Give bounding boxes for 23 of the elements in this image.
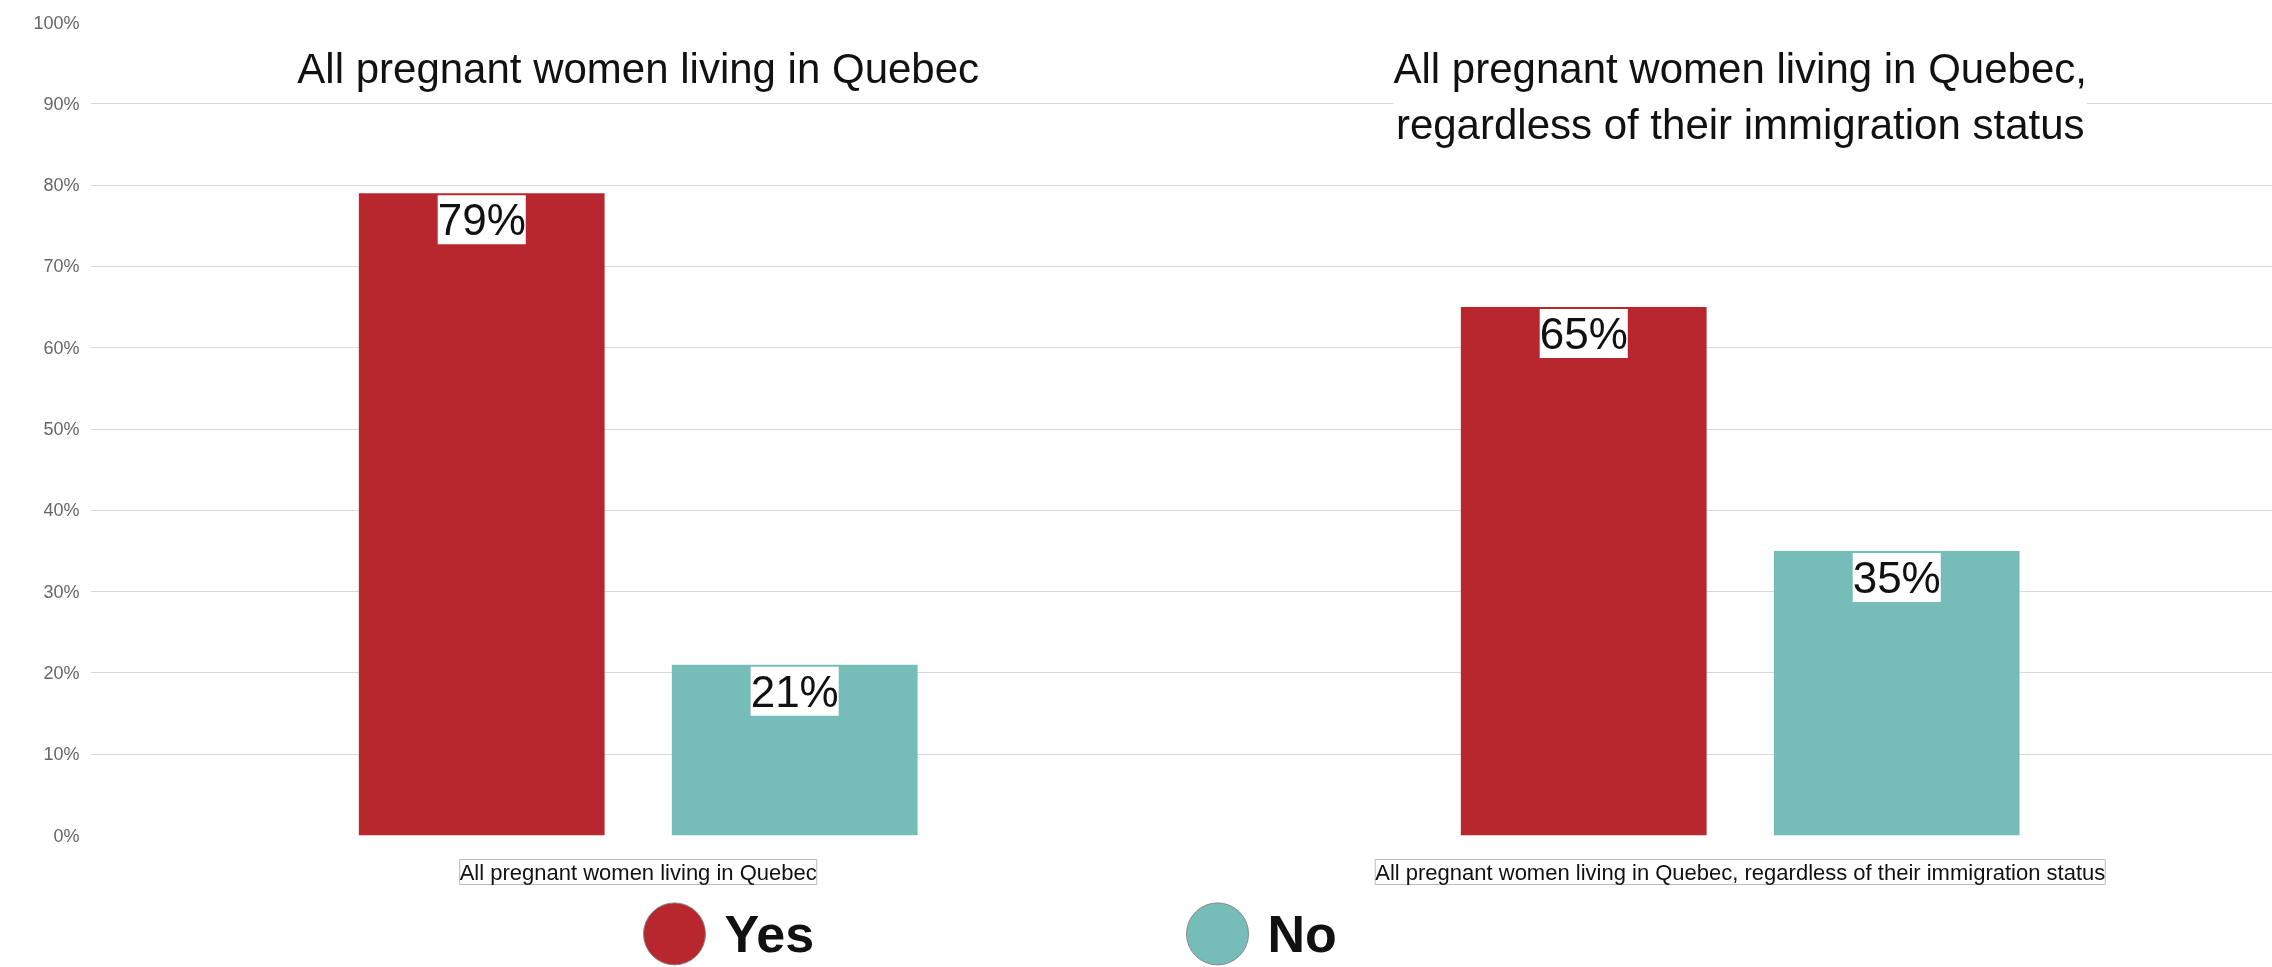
bar: [1773, 550, 2020, 836]
data-label: 79%: [437, 195, 526, 245]
y-tick-label: 90%: [43, 93, 80, 114]
data-label: 21%: [750, 666, 839, 716]
data-label: 35%: [1852, 552, 1941, 602]
y-tick-label: 50%: [43, 419, 80, 439]
y-tick-label: 30%: [43, 581, 80, 602]
y-tick-label: 20%: [43, 662, 80, 683]
y-tick-label: 100%: [33, 12, 80, 33]
data-label: 65%: [1539, 309, 1628, 359]
y-tick-label: 80%: [43, 175, 80, 196]
text: All pregnant women living in Quebec: [459, 859, 817, 885]
y-tick-label: 10%: [43, 744, 80, 765]
bar: [358, 193, 605, 836]
bar: [671, 664, 918, 836]
text: All pregnant women living in Quebec, regardless of their immigration status: [1375, 859, 2106, 885]
bar: [1460, 307, 1707, 836]
legend-label: Yes: [724, 904, 815, 963]
legend-label: No: [1267, 904, 1337, 963]
y-tick-label: 40%: [43, 500, 80, 521]
y-tick-label: 60%: [43, 337, 80, 358]
y-tick-label: 0%: [53, 825, 80, 846]
y-tick-label: 70%: [43, 256, 80, 277]
